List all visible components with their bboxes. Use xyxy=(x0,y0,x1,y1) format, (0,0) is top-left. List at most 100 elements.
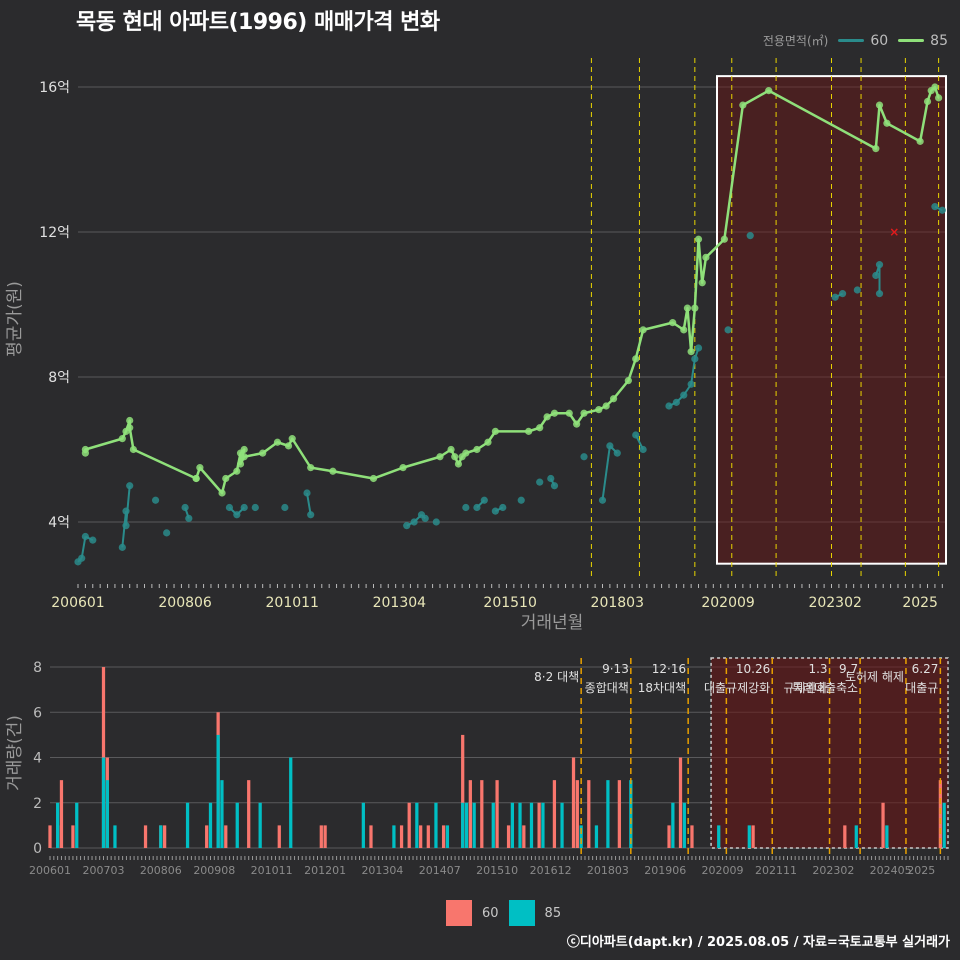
bar-85 xyxy=(510,802,514,848)
series-point-85 xyxy=(573,420,581,428)
bar-60 xyxy=(48,825,52,848)
series-point-60 xyxy=(122,507,130,515)
bar-85 xyxy=(747,825,751,848)
footer-credit: ⓒ디아파트(dapt.kr) / 2025.08.05 / 자료=국토교통부 실… xyxy=(566,935,950,950)
bar-60 xyxy=(678,757,683,848)
series-point-85 xyxy=(669,319,677,327)
series-point-60 xyxy=(694,344,703,352)
series-point-60 xyxy=(838,290,847,298)
series-point-85 xyxy=(307,464,315,472)
bar-60 xyxy=(143,825,148,848)
series-point-60 xyxy=(480,496,488,504)
series-point-85 xyxy=(222,474,230,483)
bottom-x-tick-label: 201612 xyxy=(530,864,572,877)
series-point-60 xyxy=(746,232,754,240)
series-point-85 xyxy=(543,413,551,421)
policy-name-label: 토허제 해제 xyxy=(845,670,904,684)
series-point-85 xyxy=(236,460,245,468)
series-point-60 xyxy=(550,482,559,490)
bar-60 xyxy=(468,780,472,848)
bar-60 xyxy=(617,780,621,848)
bar-60 xyxy=(247,780,251,848)
series-point-85 xyxy=(872,145,880,153)
bar-85 xyxy=(216,734,220,848)
series-point-85 xyxy=(329,467,337,475)
bar-85 xyxy=(682,802,686,848)
series-point-85 xyxy=(639,326,647,334)
series-point-60 xyxy=(89,536,97,544)
series-point-60 xyxy=(598,496,607,504)
bottom-x-tick-label: 200703 xyxy=(82,864,124,877)
bar-85 xyxy=(942,802,946,848)
bar-85 xyxy=(491,802,495,848)
bar-60 xyxy=(575,780,579,848)
bar-60 xyxy=(71,825,75,848)
bar-60 xyxy=(419,825,423,848)
series-point-85 xyxy=(451,453,459,461)
bar-60 xyxy=(843,825,847,848)
policy-name-label: 18차대책 xyxy=(638,680,686,695)
series-point-60 xyxy=(122,522,130,530)
series-point-60 xyxy=(403,522,411,530)
series-point-85 xyxy=(196,464,204,472)
series-point-85 xyxy=(765,87,773,95)
series-point-60 xyxy=(303,489,311,497)
series-point-60 xyxy=(853,286,861,294)
series-point-85 xyxy=(580,409,588,417)
series-point-60 xyxy=(251,503,259,512)
series-point-60 xyxy=(410,518,418,526)
policy-name-label: 대출규 xyxy=(905,681,938,695)
bar-60 xyxy=(506,825,511,848)
series-point-85 xyxy=(683,304,692,312)
series-point-60 xyxy=(181,503,189,512)
series-segment-60 xyxy=(125,485,131,526)
bar-85 xyxy=(854,825,858,848)
bar-60 xyxy=(224,825,228,848)
series-point-85 xyxy=(624,377,632,385)
bar-60 xyxy=(277,825,281,848)
bottom-y-tick-label: 0 xyxy=(33,841,42,857)
series-point-60 xyxy=(462,503,470,512)
bar-85 xyxy=(671,802,675,848)
top-x-tick-label: 200601 xyxy=(51,595,104,611)
bottom-y-tick-label: 8 xyxy=(33,660,42,676)
bar-60 xyxy=(441,825,446,848)
series-point-85 xyxy=(923,97,932,106)
series-point-60 xyxy=(281,503,289,512)
series-point-60 xyxy=(724,326,732,334)
series-point-85 xyxy=(462,449,470,457)
series-point-85 xyxy=(192,474,200,483)
legend-bottom-swatch-85 xyxy=(508,900,535,926)
bottom-x-tick-label: 201803 xyxy=(587,864,629,877)
series-point-60 xyxy=(687,380,695,388)
bar-60 xyxy=(571,757,576,848)
series-point-60 xyxy=(639,445,647,454)
series-point-85 xyxy=(454,460,463,468)
series-point-60 xyxy=(233,511,241,519)
series-point-85 xyxy=(595,406,603,414)
series-point-60 xyxy=(473,503,481,512)
bottom-x-tick-label: 201906 xyxy=(644,864,686,877)
top-y-tick-label: 12억 xyxy=(39,225,70,241)
policy-name-label: 특례대출축소 xyxy=(792,681,858,695)
series-point-85 xyxy=(602,402,610,410)
bar-85 xyxy=(461,802,465,848)
chart-title: 목동 현대 아파트(1996) 매매가격 변화 xyxy=(76,10,440,35)
series-point-60 xyxy=(680,391,688,399)
bar-85 xyxy=(885,825,889,848)
bar-85 xyxy=(629,780,633,848)
series-point-60 xyxy=(938,206,946,214)
bar-85 xyxy=(105,780,109,848)
bar-85 xyxy=(606,780,610,848)
bar-60 xyxy=(319,825,323,848)
series-point-85 xyxy=(525,427,533,435)
series-point-85 xyxy=(218,489,226,497)
series-point-85 xyxy=(129,445,138,454)
series-point-60 xyxy=(831,293,839,301)
bar-85 xyxy=(75,802,79,848)
bar-85 xyxy=(518,802,522,848)
bar-60 xyxy=(461,734,465,848)
bottom-y-tick-label: 6 xyxy=(33,705,42,721)
series-point-85 xyxy=(550,409,559,417)
bottom-x-tick-label: 202405 xyxy=(870,864,912,877)
